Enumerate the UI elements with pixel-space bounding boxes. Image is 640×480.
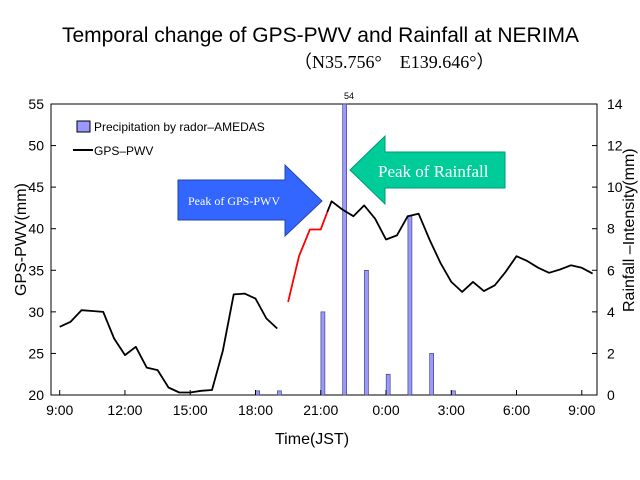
rain-bar: [277, 390, 282, 396]
x-tick-label: 12:00: [107, 402, 142, 418]
bars-layer: [255, 103, 456, 396]
x-tick-label: 6:00: [503, 402, 530, 418]
bar-peak-label: 54: [344, 91, 354, 101]
y-right-tick-label: 6: [607, 262, 615, 278]
y-right-tick-label: 8: [607, 221, 615, 237]
rain-bar: [342, 103, 347, 396]
y-left-tick-label: 55: [28, 96, 44, 112]
line-layer: [59, 200, 594, 394]
legend-line-label: GPS–PWV: [94, 144, 153, 158]
legend-bar-label: Precipitation by rador–AMEDAS: [94, 120, 265, 134]
rain-bar: [407, 215, 413, 396]
pwv-line-segment-before: [59, 292, 278, 394]
y-left-tick-label: 25: [28, 345, 44, 361]
pwv-line-segment-after: [326, 200, 594, 293]
annotation-peak-rainfall: Peak of Rainfall: [349, 134, 506, 206]
pwv-line-segment-rise: [287, 211, 329, 303]
x-tick-label: 15:00: [173, 402, 208, 418]
y-right-tick-label: 2: [607, 345, 615, 361]
rain-bar: [320, 311, 326, 396]
y-left-tick-label: 40: [28, 221, 44, 237]
arrow-left-shape: [349, 134, 506, 206]
x-tick-label: 3:00: [438, 402, 465, 418]
y-right-tick-label: 12: [607, 138, 623, 154]
ticks-layer: 9:00 12:00 15:00 18:00 21:00 0:00 3:00 6:00 9:00…: [28, 96, 622, 418]
rain-bar: [255, 390, 260, 396]
rain-bar: [451, 390, 456, 396]
y-left-tick-label: 35: [28, 262, 44, 278]
arrow-right-shape: [177, 163, 323, 238]
y-right-tick-label: 10: [607, 179, 623, 195]
x-tick-label: 9:00: [46, 402, 73, 418]
y-left-tick-label: 45: [28, 179, 44, 195]
x-tick-label: 9:00: [568, 402, 595, 418]
chart-subtitle: （N35.756° E139.646°）: [294, 52, 494, 72]
x-tick-label: 21:00: [303, 402, 338, 418]
chart-title: Temporal change of GPS-PWV and Rainfall …: [62, 24, 579, 47]
legend: Precipitation by rador–AMEDAS GPS–PWV: [73, 120, 265, 158]
annotation-peak-gps-pwv: Peak of GPS-PWV: [177, 163, 323, 238]
y-axis-left-label: GPS-PWV(mm): [13, 183, 30, 296]
y-axis-right-label: Rainfall –Intensity(mm): [621, 148, 638, 312]
rain-bar: [429, 353, 434, 396]
y-right-tick-label: 14: [607, 96, 623, 112]
x-axis-label: Time(JST): [275, 431, 349, 448]
y-right-tick-label: 0: [607, 387, 615, 403]
legend-bar-swatch: [76, 120, 91, 133]
y-left-tick-label: 30: [28, 304, 44, 320]
x-tick-label: 18:00: [238, 402, 273, 418]
annotation-peak-rainfall-text: Peak of Rainfall: [378, 162, 489, 181]
annotation-peak-gps-pwv-text: Peak of GPS-PWV: [188, 194, 280, 208]
x-tick-label: 0:00: [372, 402, 399, 418]
rain-bar: [385, 373, 391, 396]
rain-bar: [364, 269, 369, 396]
y-left-tick-label: 50: [28, 138, 44, 154]
y-left-tick-label: 20: [28, 387, 44, 403]
y-right-tick-label: 4: [607, 304, 615, 320]
